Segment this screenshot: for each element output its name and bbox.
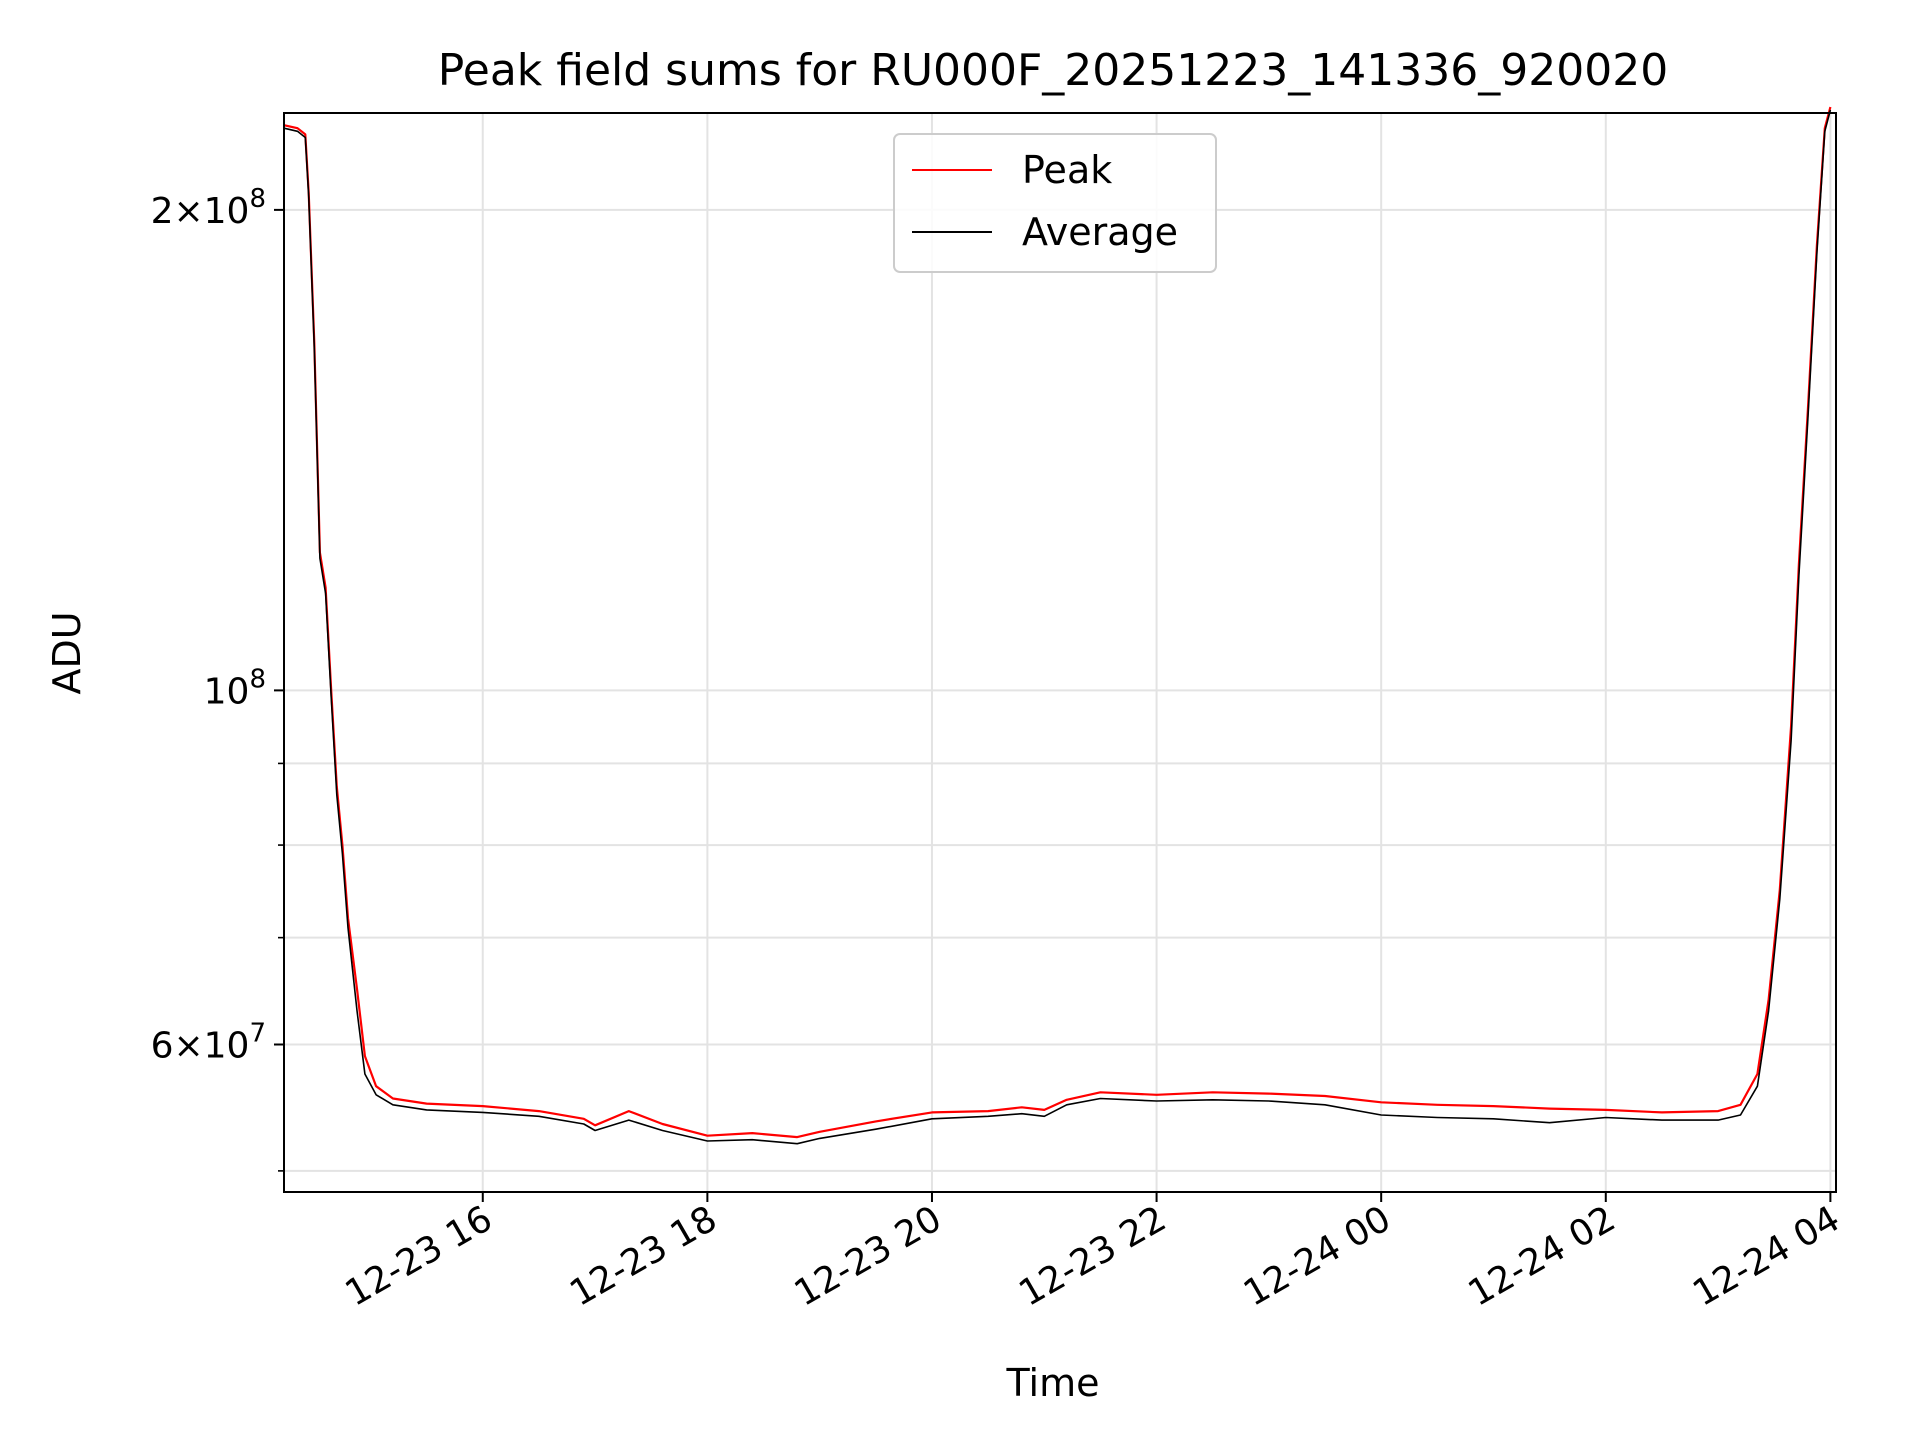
legend-label-peak: Peak xyxy=(1022,148,1112,192)
y-tick-exponent: 8 xyxy=(249,184,266,214)
legend-box xyxy=(893,133,1217,273)
legend: Peak Average xyxy=(893,133,1217,273)
y-tick-times: × xyxy=(173,191,203,232)
x-axis-label: Time xyxy=(1006,1361,1100,1405)
y-tick-exponent: 7 xyxy=(249,1018,266,1048)
y-tick-label: 6×107 xyxy=(151,1018,266,1066)
y-tick-base: 10 xyxy=(204,671,250,712)
y-tick-base: 10 xyxy=(204,191,250,232)
series-line-peak xyxy=(283,106,1832,1139)
y-tick-label: 108 xyxy=(204,664,266,712)
y-tick-base: 10 xyxy=(204,1025,250,1066)
y-tick-times: × xyxy=(173,1025,203,1066)
chart-title: Peak field sums for RU000F_20251223_1413… xyxy=(438,45,1668,96)
series-layer xyxy=(283,106,1832,1145)
y-axis-label: ADU xyxy=(45,611,89,694)
y-tick-mantissa: 2 xyxy=(151,191,174,232)
y-tick-exponent: 8 xyxy=(249,664,266,694)
y-tick-label: 2×108 xyxy=(151,184,266,232)
plot-frame xyxy=(283,112,1837,1193)
legend-label-average: Average xyxy=(1022,210,1178,254)
series-line-average xyxy=(283,109,1832,1145)
y-tick-mantissa: 6 xyxy=(151,1025,174,1066)
